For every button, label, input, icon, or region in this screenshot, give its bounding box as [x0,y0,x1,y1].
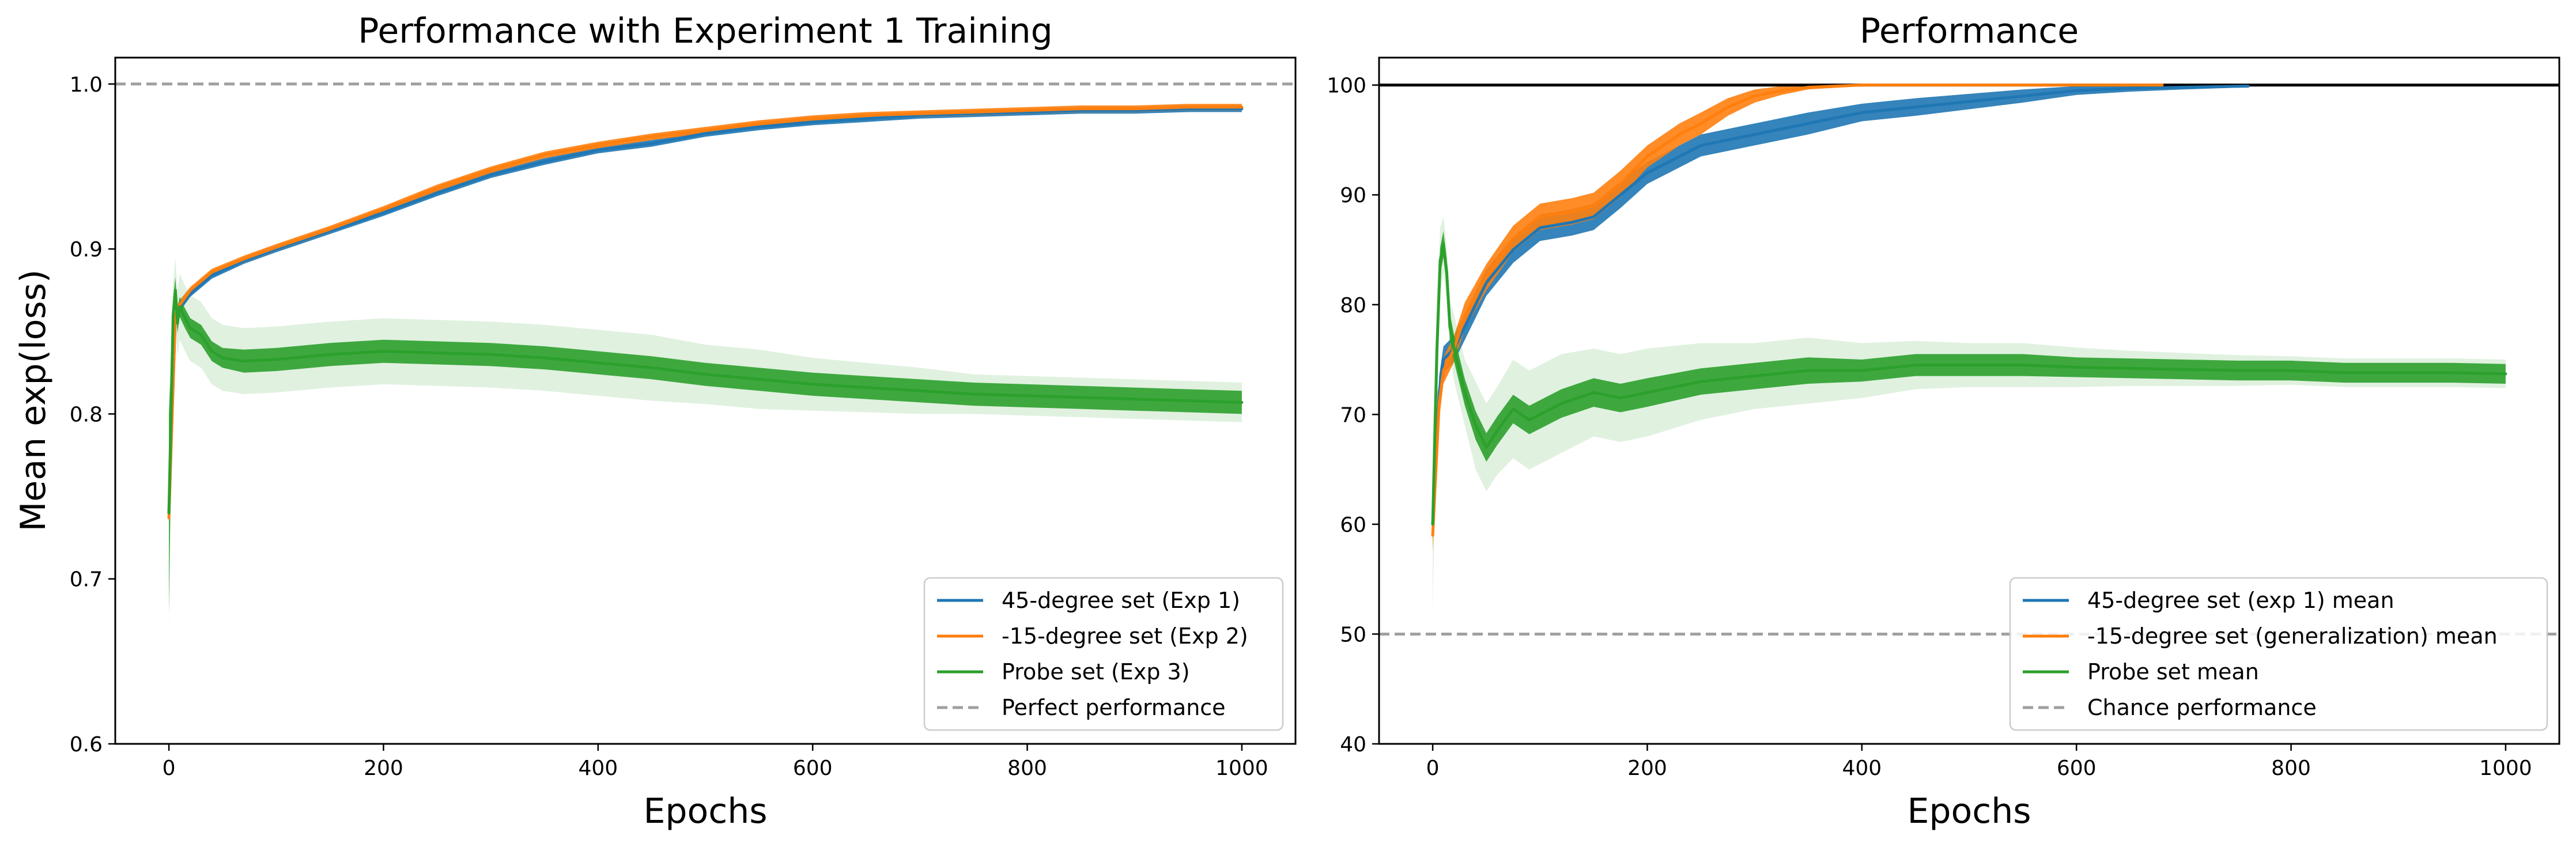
left-ytick-label: 0.6 [70,733,103,757]
right-ytick-label: 50 [1340,623,1366,646]
right-ytick-label: 60 [1340,513,1366,537]
right-xticks: 0 200 400 600 800 1000 [1426,744,2532,780]
right-yticks: 40 50 60 70 80 90 100 [1327,74,1379,757]
left-ytick-label: 0.7 [70,568,103,592]
right-legend-label-4: Chance performance [2087,695,2317,720]
right-xtick-label: 0 [1426,757,1440,780]
left-series-2-line [167,289,1244,515]
left-legend-label-4: Perfect performance [1002,695,1226,720]
left-legend: 45-degree set (Exp 1) -15-degree set (Ex… [923,577,1284,731]
right-legend-label-2: -15-degree set (generalization) mean [2087,623,2498,649]
right-xtick-label: 1000 [2479,757,2532,780]
right-lines [1379,84,2559,537]
right-xtick-label: 800 [2271,757,2311,780]
left-series-2-band [169,277,1242,612]
left-legend-label-2: -15-degree set (Exp 2) [1002,623,1248,649]
right-legend: 45-degree set (exp 1) mean -15-degree se… [2009,577,2548,731]
left-ylabel: Mean exp(loss) [13,270,54,532]
left-xtick-label: 1000 [1215,757,1268,780]
left-legend-label-1: 45-degree set (Exp 1) [1002,588,1240,613]
right-ytick-label: 90 [1340,184,1366,207]
left-yticks: 0.6 0.7 0.8 0.9 1.0 [70,73,115,757]
left-series-1-line [167,105,1244,520]
left-ytick-label: 1.0 [70,73,103,97]
left-xtick-label: 800 [1007,757,1047,780]
left-ytick-label: 0.8 [70,403,103,426]
subplot-left: Performance with Experiment 1 Training 0… [13,11,1297,831]
subplot-right: Performance 0 200 400 600 800 1000 40 50 60 70 80… [1327,11,2560,831]
right-title: Performance [1860,11,2079,51]
right-axes-frame [1378,56,2560,745]
left-xtick-label: 600 [793,757,833,780]
left-xlabel: Epochs [644,791,768,831]
right-legend-box [2009,577,2548,731]
left-bands [115,82,1295,629]
left-xtick-label: 400 [578,757,618,780]
left-xtick-label: 200 [364,757,403,780]
right-series-2-band [1433,231,2506,538]
left-series-0-line [167,107,1244,515]
left-xticks: 0 200 400 600 800 1000 [163,744,1268,780]
left-legend-box [923,577,1284,731]
left-lines [167,105,1244,520]
right-legend-label-1: 45-degree set (exp 1) mean [2087,588,2394,613]
right-xtick-label: 600 [2057,757,2097,780]
right-legend-label-3: Probe set mean [2087,659,2259,685]
right-ytick-label: 100 [1327,74,1366,98]
right-ytick-label: 70 [1340,403,1366,427]
right-ytick-label: 40 [1340,733,1366,757]
right-xlabel: Epochs [1908,791,2031,831]
left-ytick-label: 0.9 [70,238,103,262]
right-xtick-label: 200 [1627,757,1667,780]
left-xtick-label: 0 [163,757,176,780]
left-legend-label-3: Probe set (Exp 3) [1002,659,1190,685]
left-axes-frame [114,56,1297,745]
left-title: Performance with Experiment 1 Training [358,11,1052,51]
right-series-2-outer-band [1433,217,2506,612]
right-ytick-label: 80 [1340,294,1366,317]
right-xtick-label: 400 [1842,757,1882,780]
right-series-2-line [1431,243,2507,526]
